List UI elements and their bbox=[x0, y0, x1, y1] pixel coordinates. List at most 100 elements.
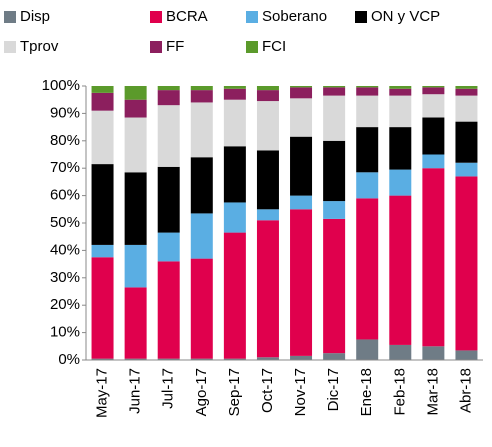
bar-segment bbox=[290, 355, 313, 360]
bar-segment bbox=[256, 357, 279, 360]
x-tick-label: Jul-17 bbox=[160, 368, 177, 409]
bar-segment bbox=[389, 169, 412, 196]
bar-segment bbox=[356, 87, 379, 96]
bar-segment bbox=[190, 258, 213, 359]
bar-segment bbox=[124, 287, 147, 359]
bar-segment bbox=[190, 358, 213, 360]
bar-segment bbox=[157, 232, 180, 262]
bar-segment bbox=[290, 87, 313, 99]
legend-swatch bbox=[4, 11, 16, 23]
x-tick-label: May-17 bbox=[94, 368, 111, 418]
bar-segment bbox=[124, 117, 147, 173]
legend-label: Tprov bbox=[20, 38, 59, 55]
bar-segment bbox=[455, 88, 478, 96]
bar-segment bbox=[157, 166, 180, 233]
bar-segment bbox=[356, 95, 379, 128]
bar-segment bbox=[124, 244, 147, 288]
bar-segment bbox=[157, 86, 180, 91]
bar-segment bbox=[422, 168, 445, 347]
x-tick-label: Feb-18 bbox=[391, 368, 408, 416]
y-tick-label: 100% bbox=[42, 77, 80, 94]
y-tick-label: 80% bbox=[50, 132, 80, 149]
bar-segment bbox=[190, 102, 213, 158]
bar-segment bbox=[91, 92, 114, 111]
y-tick-label: 70% bbox=[50, 159, 80, 176]
bar-segment bbox=[389, 127, 412, 170]
bar-segment bbox=[323, 87, 346, 96]
y-tick-label: 50% bbox=[50, 214, 80, 231]
bar-segment bbox=[356, 198, 379, 340]
bar-segment bbox=[422, 117, 445, 155]
x-tick-label: Abr-18 bbox=[457, 368, 474, 413]
y-tick-label: 30% bbox=[50, 269, 80, 286]
bar-segment bbox=[323, 140, 346, 202]
bar-segment bbox=[455, 121, 478, 163]
bar-segment bbox=[223, 88, 246, 100]
legend-label: Soberano bbox=[262, 8, 327, 25]
bar-segment bbox=[256, 209, 279, 221]
y-tick-label: 40% bbox=[50, 241, 80, 258]
bar-segment bbox=[256, 150, 279, 210]
x-tick-label: Jun-17 bbox=[127, 368, 144, 414]
bar-segment bbox=[157, 358, 180, 360]
bar-segment bbox=[91, 244, 114, 258]
legend-swatch bbox=[150, 41, 162, 53]
bar-segment bbox=[157, 261, 180, 359]
bar-segment bbox=[455, 350, 478, 360]
bar-segment bbox=[190, 213, 213, 259]
x-tick-label: Nov-17 bbox=[292, 368, 309, 416]
x-tick-label: Oct-17 bbox=[259, 368, 276, 413]
y-tick-label: 90% bbox=[50, 104, 80, 121]
legend-swatch bbox=[246, 11, 258, 23]
bar-segment bbox=[455, 95, 478, 122]
bar-segment bbox=[256, 220, 279, 358]
y-tick-label: 60% bbox=[50, 187, 80, 204]
bar-segment bbox=[356, 172, 379, 199]
bar-segment bbox=[323, 201, 346, 219]
bar-segment bbox=[91, 358, 114, 360]
legend-swatch bbox=[246, 41, 258, 53]
bar-segment bbox=[422, 94, 445, 118]
bar-segment bbox=[323, 353, 346, 360]
x-tick-label: Sep-17 bbox=[226, 368, 243, 416]
bar-segment bbox=[356, 86, 379, 88]
bar-segment bbox=[91, 110, 114, 165]
bar-segment bbox=[356, 127, 379, 173]
bar-segment bbox=[455, 176, 478, 351]
legend-label: Disp bbox=[20, 8, 50, 25]
bar-segment bbox=[223, 99, 246, 147]
bar-segment bbox=[290, 86, 313, 88]
bar-segment bbox=[389, 195, 412, 345]
bar-segment bbox=[422, 86, 445, 88]
bar-segment bbox=[422, 346, 445, 360]
legend-label: BCRA bbox=[166, 8, 208, 25]
bar-segment bbox=[223, 358, 246, 360]
bar-segment bbox=[455, 86, 478, 89]
y-tick-label: 20% bbox=[50, 296, 80, 313]
x-tick-label: Ago-17 bbox=[193, 368, 210, 416]
legend-label: ON y VCP bbox=[371, 8, 440, 25]
bar-segment bbox=[290, 209, 313, 356]
y-tick-label: 0% bbox=[58, 351, 80, 368]
bar-segment bbox=[323, 218, 346, 354]
bar-segment bbox=[422, 154, 445, 169]
bar-segment bbox=[290, 98, 313, 137]
bar-segment bbox=[356, 339, 379, 360]
legend-swatch bbox=[355, 11, 367, 23]
bar-segment bbox=[124, 358, 147, 360]
bar-segment bbox=[190, 86, 213, 91]
bar-segment bbox=[91, 86, 114, 93]
bar-segment bbox=[223, 232, 246, 359]
bar-segment bbox=[389, 88, 412, 96]
bar-segment bbox=[157, 105, 180, 167]
bar-segment bbox=[124, 172, 147, 245]
legend-swatch bbox=[150, 11, 162, 23]
bar-segment bbox=[389, 344, 412, 360]
bar-segment bbox=[256, 90, 279, 102]
bar-segment bbox=[422, 87, 445, 95]
y-tick-label: 10% bbox=[50, 324, 80, 341]
bar-segment bbox=[323, 95, 346, 141]
legend-label: FCI bbox=[262, 38, 286, 55]
bar-segment bbox=[190, 90, 213, 103]
